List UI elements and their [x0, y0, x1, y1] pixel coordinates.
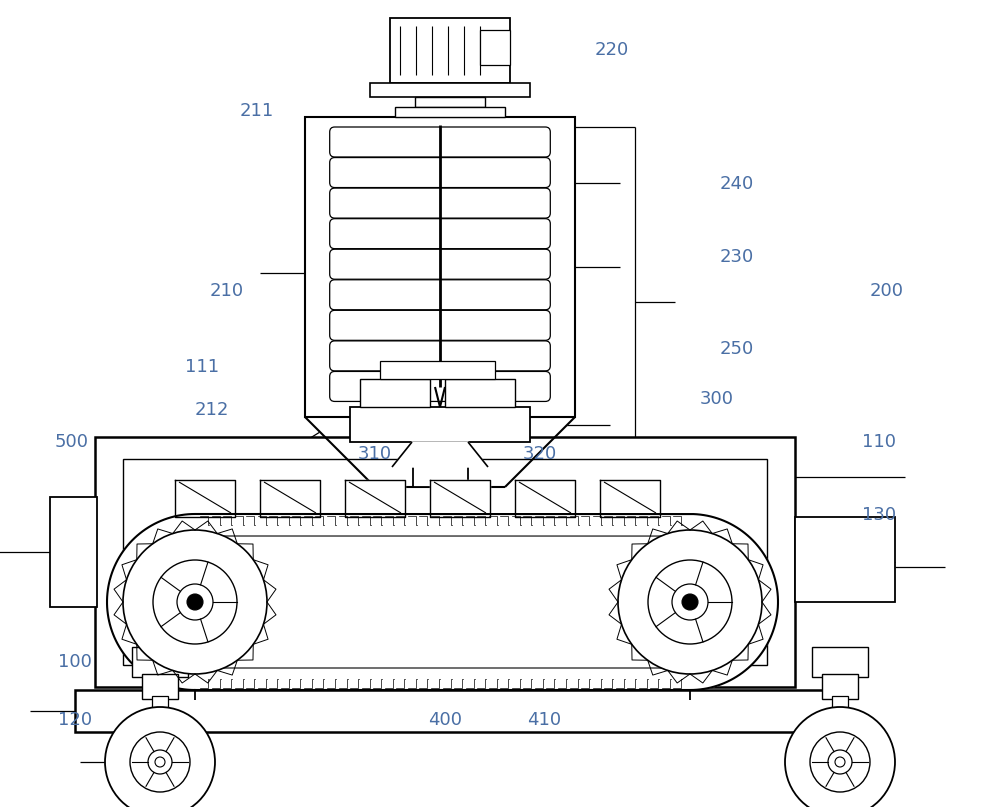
Bar — [305, 117, 575, 417]
Bar — [50, 497, 97, 607]
Polygon shape — [260, 480, 320, 517]
Polygon shape — [175, 480, 235, 517]
Bar — [152, 696, 168, 716]
Text: 120: 120 — [58, 711, 92, 729]
Polygon shape — [305, 417, 575, 487]
Circle shape — [672, 584, 708, 620]
Circle shape — [835, 757, 845, 767]
Text: 400: 400 — [428, 711, 462, 729]
Bar — [795, 517, 895, 602]
Text: 100: 100 — [58, 653, 92, 671]
Text: 211: 211 — [240, 102, 274, 120]
Polygon shape — [107, 514, 778, 690]
Bar — [370, 83, 530, 97]
Bar — [395, 107, 505, 117]
Circle shape — [155, 757, 165, 767]
Circle shape — [187, 594, 203, 610]
Polygon shape — [515, 480, 575, 517]
FancyBboxPatch shape — [330, 188, 550, 218]
Bar — [380, 361, 495, 379]
FancyBboxPatch shape — [330, 341, 550, 371]
Text: 250: 250 — [720, 340, 754, 358]
Polygon shape — [392, 442, 488, 467]
Text: 110: 110 — [862, 433, 896, 451]
Text: 410: 410 — [527, 711, 561, 729]
FancyBboxPatch shape — [330, 249, 550, 279]
Circle shape — [828, 750, 852, 774]
Text: 230: 230 — [720, 248, 754, 266]
Circle shape — [105, 707, 215, 807]
Bar — [415, 97, 485, 107]
Circle shape — [148, 750, 172, 774]
Text: 212: 212 — [195, 401, 229, 419]
Circle shape — [785, 707, 895, 807]
Text: 320: 320 — [523, 445, 557, 462]
Polygon shape — [600, 480, 660, 517]
Text: 240: 240 — [720, 175, 754, 193]
Circle shape — [648, 560, 732, 644]
Circle shape — [682, 594, 698, 610]
Text: 210: 210 — [210, 282, 244, 299]
Text: 310: 310 — [358, 445, 392, 462]
Bar — [812, 647, 868, 677]
Bar — [75, 690, 835, 732]
Bar — [350, 407, 530, 442]
Text: 220: 220 — [595, 41, 629, 59]
FancyBboxPatch shape — [330, 371, 550, 401]
Circle shape — [177, 584, 213, 620]
Bar — [822, 674, 858, 699]
Text: 200: 200 — [870, 282, 904, 299]
Text: 500: 500 — [55, 433, 89, 451]
Circle shape — [130, 732, 190, 792]
Bar — [142, 674, 178, 699]
Circle shape — [618, 530, 762, 674]
FancyBboxPatch shape — [330, 127, 550, 157]
Circle shape — [123, 530, 267, 674]
Polygon shape — [345, 480, 405, 517]
FancyBboxPatch shape — [330, 219, 550, 249]
FancyBboxPatch shape — [330, 157, 550, 187]
Bar — [123, 459, 767, 665]
Bar — [390, 18, 510, 83]
Circle shape — [810, 732, 870, 792]
Bar — [95, 437, 795, 687]
Bar — [413, 437, 468, 487]
Bar — [480, 30, 510, 65]
Text: 300: 300 — [700, 391, 734, 408]
Text: 111: 111 — [185, 358, 219, 376]
Polygon shape — [129, 536, 756, 668]
Bar — [360, 379, 430, 407]
Circle shape — [153, 560, 237, 644]
Bar — [132, 647, 188, 677]
Text: 130: 130 — [862, 506, 896, 524]
Bar — [832, 696, 848, 716]
Polygon shape — [430, 480, 490, 517]
FancyBboxPatch shape — [330, 311, 550, 341]
Bar — [445, 379, 515, 407]
FancyBboxPatch shape — [330, 280, 550, 310]
